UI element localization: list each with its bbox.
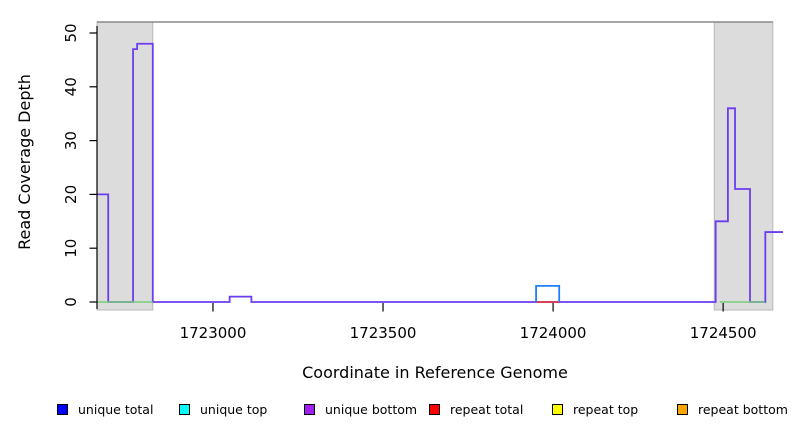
- y-tick-label: 10: [62, 239, 80, 258]
- x-tick-label: 1723000: [180, 324, 247, 342]
- y-axis-title: Read Coverage Depth: [15, 74, 34, 250]
- repeat-region-left: [96, 21, 154, 311]
- y-tick-label: 30: [62, 131, 80, 150]
- y-tick-label: 40: [62, 77, 80, 96]
- y-tick-label: 20: [62, 185, 80, 204]
- x-tick-label: 1723500: [350, 324, 417, 342]
- y-tick-label: 0: [62, 297, 80, 307]
- chart-generated-layer: 0 10 20 30 40 50 1723000 1723500 1724000 1724500: [62, 21, 783, 342]
- series-line-unique-total: [535, 284, 561, 302]
- x-tick-label: 1724500: [690, 324, 757, 342]
- series-line-unique-bottom: [97, 42, 783, 303]
- x-tick-label: 1724000: [520, 324, 587, 342]
- y-tick-label: 50: [62, 23, 80, 42]
- x-axis-title: Coordinate in Reference Genome: [302, 363, 568, 382]
- repeat-region-right: [713, 21, 774, 311]
